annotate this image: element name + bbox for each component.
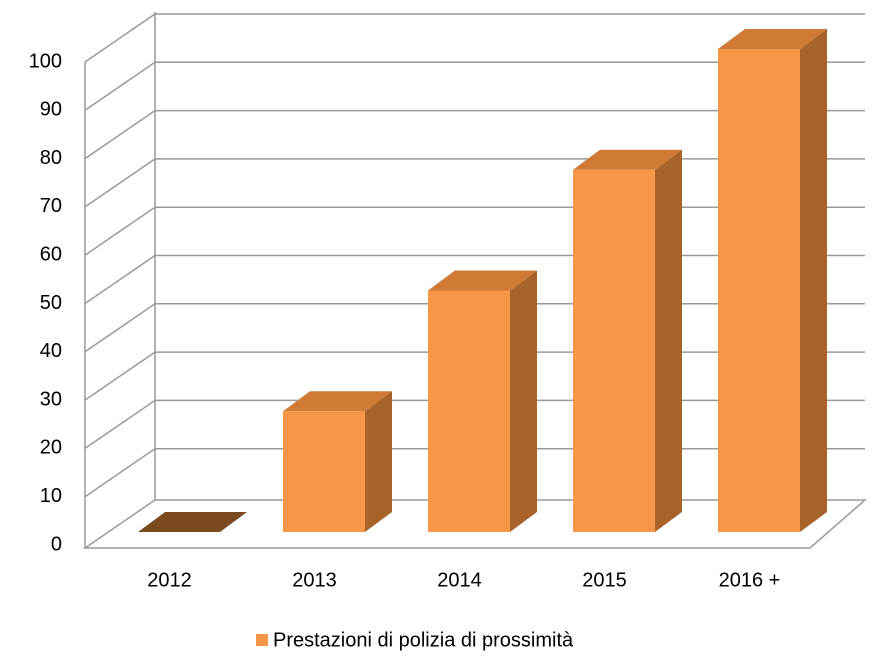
- bar: [138, 512, 247, 532]
- grid-line: [84, 109, 865, 160]
- grid-line: [84, 61, 865, 111]
- bar: [283, 391, 392, 532]
- x-tick-label: 2014: [437, 569, 482, 591]
- y-tick-label: 0: [51, 533, 62, 555]
- grid-line: [84, 13, 865, 63]
- bar-top: [718, 29, 827, 49]
- bar-top: [428, 270, 537, 291]
- bar-top: [138, 512, 247, 532]
- legend-swatch: [256, 634, 268, 646]
- bar-front: [573, 169, 655, 532]
- bar-front: [428, 290, 510, 532]
- y-tick-label: 30: [40, 388, 62, 410]
- y-tick-label: 60: [40, 243, 62, 265]
- bar-front: [718, 49, 800, 532]
- bar-top: [283, 391, 392, 412]
- bar: [573, 149, 682, 532]
- y-tick-label: 70: [40, 195, 62, 217]
- x-tick-label: 2012: [147, 569, 192, 591]
- y-tick-label: 100: [29, 50, 62, 72]
- y-tick-label: 80: [40, 147, 62, 169]
- bar-top: [573, 149, 682, 170]
- y-tick-label: 20: [40, 437, 62, 459]
- legend-label: Prestazioni di polizia di prossimità: [273, 629, 574, 651]
- y-tick-label: 10: [40, 485, 62, 507]
- y-tick-label: 40: [40, 340, 62, 362]
- x-tick-label: 2013: [292, 569, 337, 591]
- bar: [428, 270, 537, 532]
- bar-side: [655, 149, 682, 532]
- bar-front: [283, 411, 365, 532]
- x-tick-label: 2015: [582, 569, 627, 591]
- y-tick-label: 50: [40, 292, 62, 314]
- bar: [718, 29, 827, 532]
- y-tick-label: 90: [40, 99, 62, 121]
- bar-side: [510, 270, 537, 532]
- bar-side: [800, 29, 827, 532]
- x-tick-label: 2016 +: [719, 569, 781, 591]
- bar-side: [365, 391, 392, 532]
